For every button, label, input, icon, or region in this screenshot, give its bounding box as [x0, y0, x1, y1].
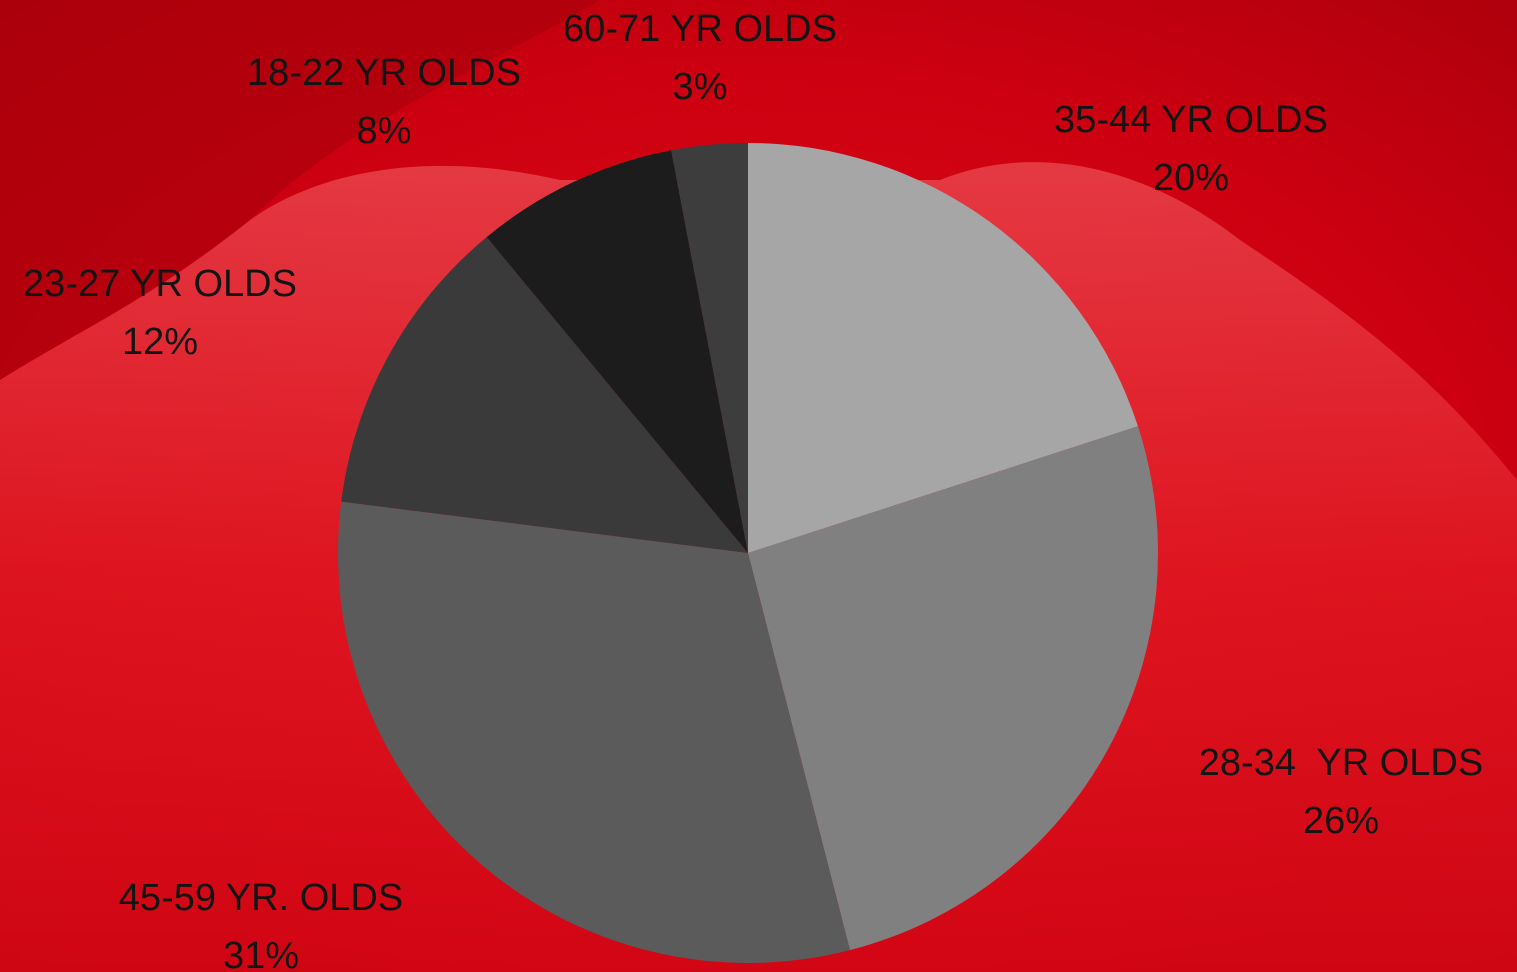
slice-label: 28-34 YR OLDS [1199, 742, 1483, 784]
pie-slice [341, 237, 748, 553]
slice-value-label: 20% [1153, 157, 1229, 199]
pie-slice [671, 143, 748, 553]
slice-value-label: 26% [1303, 800, 1379, 842]
slice-label: 18-22 YR OLDS [247, 52, 521, 94]
pie-slice [748, 143, 1138, 553]
slice-value-label: 12% [122, 321, 198, 363]
slice-label: 45-59 YR. OLDS [119, 877, 403, 919]
slice-value-label: 8% [357, 110, 412, 152]
slice-label: 23-27 YR OLDS [23, 263, 297, 305]
slice-value-label: 31% [223, 935, 299, 972]
pie-slice [338, 501, 850, 963]
shadow [0, 0, 600, 380]
slice-label: 35-44 YR OLDS [1054, 99, 1328, 141]
pie-slice [748, 426, 1158, 951]
pie-slice [486, 150, 748, 554]
slice-value-label: 3% [673, 66, 728, 108]
slice-label: 60-71 YR OLDS [563, 8, 837, 50]
